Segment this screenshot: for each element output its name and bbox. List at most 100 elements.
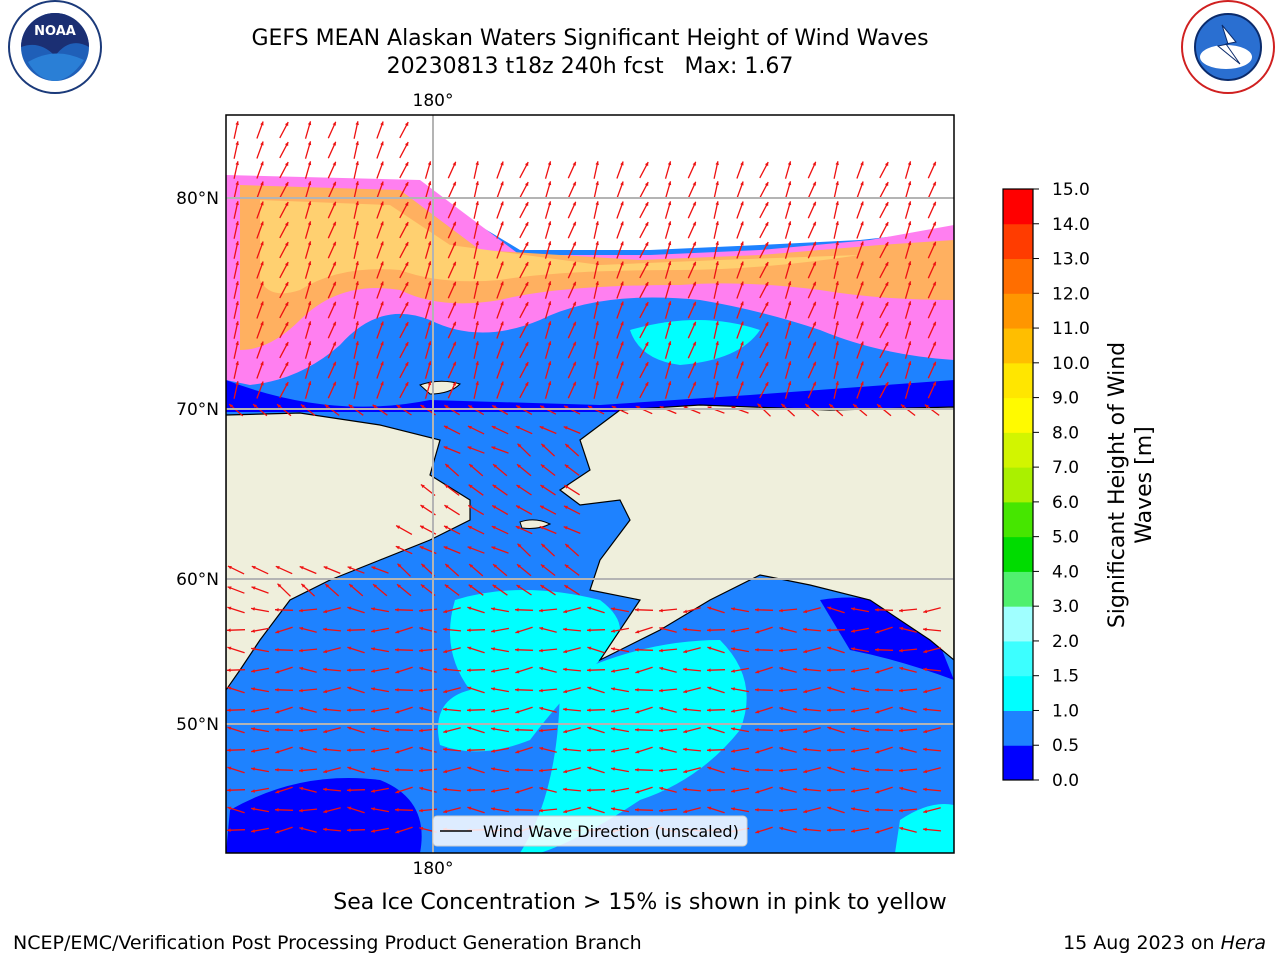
wave-direction-arrowhead <box>884 242 889 247</box>
wave-direction-arrowhead <box>692 361 696 366</box>
wave-direction-arrowhead <box>851 789 855 793</box>
wave-direction-arrowhead <box>444 425 448 430</box>
lat-label-50: 50°N <box>176 715 219 735</box>
wave-direction-arrowhead <box>235 141 239 146</box>
wave-direction-arrowhead <box>299 786 304 791</box>
wave-direction-arrowhead <box>547 241 552 246</box>
wave-direction-arrowhead <box>323 809 328 814</box>
wave-direction-arrowhead <box>251 629 255 633</box>
wave-direction-arrowhead <box>404 182 409 187</box>
colorbar-segment <box>1003 536 1033 572</box>
wave-direction-arrowhead <box>325 584 330 588</box>
wave-direction-arrowhead <box>587 686 592 690</box>
wave-direction-arrowhead <box>565 444 570 448</box>
wave-direction-arrowhead <box>635 710 640 714</box>
wave-direction-arrowhead <box>404 222 409 227</box>
wave-direction-arrowhead <box>371 767 375 771</box>
wave-direction-arrowhead <box>667 261 672 266</box>
wave-direction-arrowhead <box>299 706 304 711</box>
wave-direction-arrowhead <box>803 707 807 712</box>
wave-direction-arrowhead <box>572 261 576 266</box>
wave-direction-arrowhead <box>899 768 903 773</box>
wave-direction-arrowhead <box>491 607 495 611</box>
wave-direction-arrowhead <box>779 666 784 671</box>
wave-direction-arrowhead <box>395 688 399 692</box>
wave-direction-arrowhead <box>235 241 239 246</box>
wave-direction-arrowhead <box>827 726 832 730</box>
wave-direction-arrowhead <box>764 242 769 247</box>
wave-direction-arrowhead <box>427 181 432 186</box>
wave-direction-arrowhead <box>851 727 855 731</box>
wave-direction-arrowhead <box>547 301 552 306</box>
wave-direction-arrowhead <box>371 829 375 833</box>
wave-direction-arrowhead <box>611 749 615 753</box>
wave-direction-arrowhead <box>740 261 744 266</box>
wave-direction-arrowhead <box>779 626 784 631</box>
wave-direction-arrowhead <box>275 670 280 674</box>
wave-direction-arrowhead <box>524 242 529 247</box>
wave-direction-arrowhead <box>715 381 719 386</box>
wave-direction-arrowhead <box>500 341 504 346</box>
wave-direction-arrowhead <box>284 362 289 367</box>
wave-direction-arrowhead <box>371 607 375 611</box>
wave-direction-arrowhead <box>884 362 889 367</box>
wave-direction-arrowhead <box>659 728 663 733</box>
wave-direction-arrowhead <box>371 789 375 793</box>
colorbar-segment <box>1003 189 1033 225</box>
wave-direction-arrowhead <box>284 142 289 147</box>
wave-direction-arrowhead <box>420 584 425 589</box>
wave-direction-arrowhead <box>371 807 375 811</box>
wave-direction-arrowhead <box>323 627 327 632</box>
wave-direction-arrowhead <box>347 708 351 712</box>
wave-direction-arrowhead <box>715 341 719 346</box>
wave-direction-arrowhead <box>692 181 696 186</box>
wave-direction-arrowhead <box>755 670 760 674</box>
colorbar-tick-label: 11.0 <box>1052 319 1090 339</box>
wave-direction-arrowhead <box>452 261 456 266</box>
wave-direction-arrowhead <box>275 566 280 570</box>
wave-direction-arrowhead <box>835 161 839 166</box>
wave-direction-arrowhead <box>260 321 264 326</box>
wave-direction-arrowhead <box>299 728 303 733</box>
wave-direction-arrowhead <box>260 381 264 386</box>
wave-direction-arrowhead <box>395 710 400 714</box>
wave-direction-arrowhead <box>524 202 529 207</box>
wave-direction-arrowhead <box>667 181 672 186</box>
wave-direction-arrowhead <box>491 647 495 651</box>
wave-direction-arrowhead <box>284 302 289 307</box>
wave-direction-arrowhead <box>475 221 479 226</box>
wave-direction-arrowhead <box>803 827 807 832</box>
wave-direction-arrowhead <box>740 241 744 246</box>
wave-direction-arrowhead <box>851 807 855 811</box>
wave-direction-arrowhead <box>635 608 639 612</box>
colorbar-segment <box>1003 432 1033 468</box>
wave-direction-arrowhead <box>764 342 769 347</box>
wave-direction-arrowhead <box>260 361 264 366</box>
wave-direction-arrowhead <box>764 162 769 167</box>
wave-direction-arrowhead <box>787 381 792 386</box>
wave-direction-arrowhead <box>587 748 591 752</box>
wave-direction-arrowhead <box>452 281 456 286</box>
wave-direction-arrowhead <box>443 446 448 450</box>
wave-direction-arrowhead <box>284 182 289 187</box>
wave-direction-arrowhead <box>235 281 239 286</box>
wave-direction-arrowhead <box>875 830 880 834</box>
wave-direction-arrowhead <box>500 241 504 246</box>
footer-host: Hera <box>1220 932 1266 954</box>
wave-direction-arrowhead <box>595 341 599 346</box>
wave-direction-arrowhead <box>284 242 289 247</box>
wave-direction-arrowhead <box>539 688 543 693</box>
wave-direction-arrowhead <box>644 202 649 207</box>
nws-logo <box>1181 0 1275 94</box>
wave-direction-arrowhead <box>812 341 816 346</box>
wave-direction-arrowhead <box>707 668 711 672</box>
wave-direction-arrowhead <box>812 301 816 306</box>
wave-direction-arrowhead <box>355 241 359 246</box>
wave-direction-arrowhead <box>235 341 239 346</box>
wave-direction-arrowhead <box>227 766 232 770</box>
wave-direction-arrowhead <box>299 648 303 653</box>
wave-direction-arrowhead <box>692 341 696 346</box>
wave-direction-arrowhead <box>307 121 312 126</box>
wave-direction-arrowhead <box>284 222 289 227</box>
wave-direction-arrowhead <box>500 381 504 386</box>
